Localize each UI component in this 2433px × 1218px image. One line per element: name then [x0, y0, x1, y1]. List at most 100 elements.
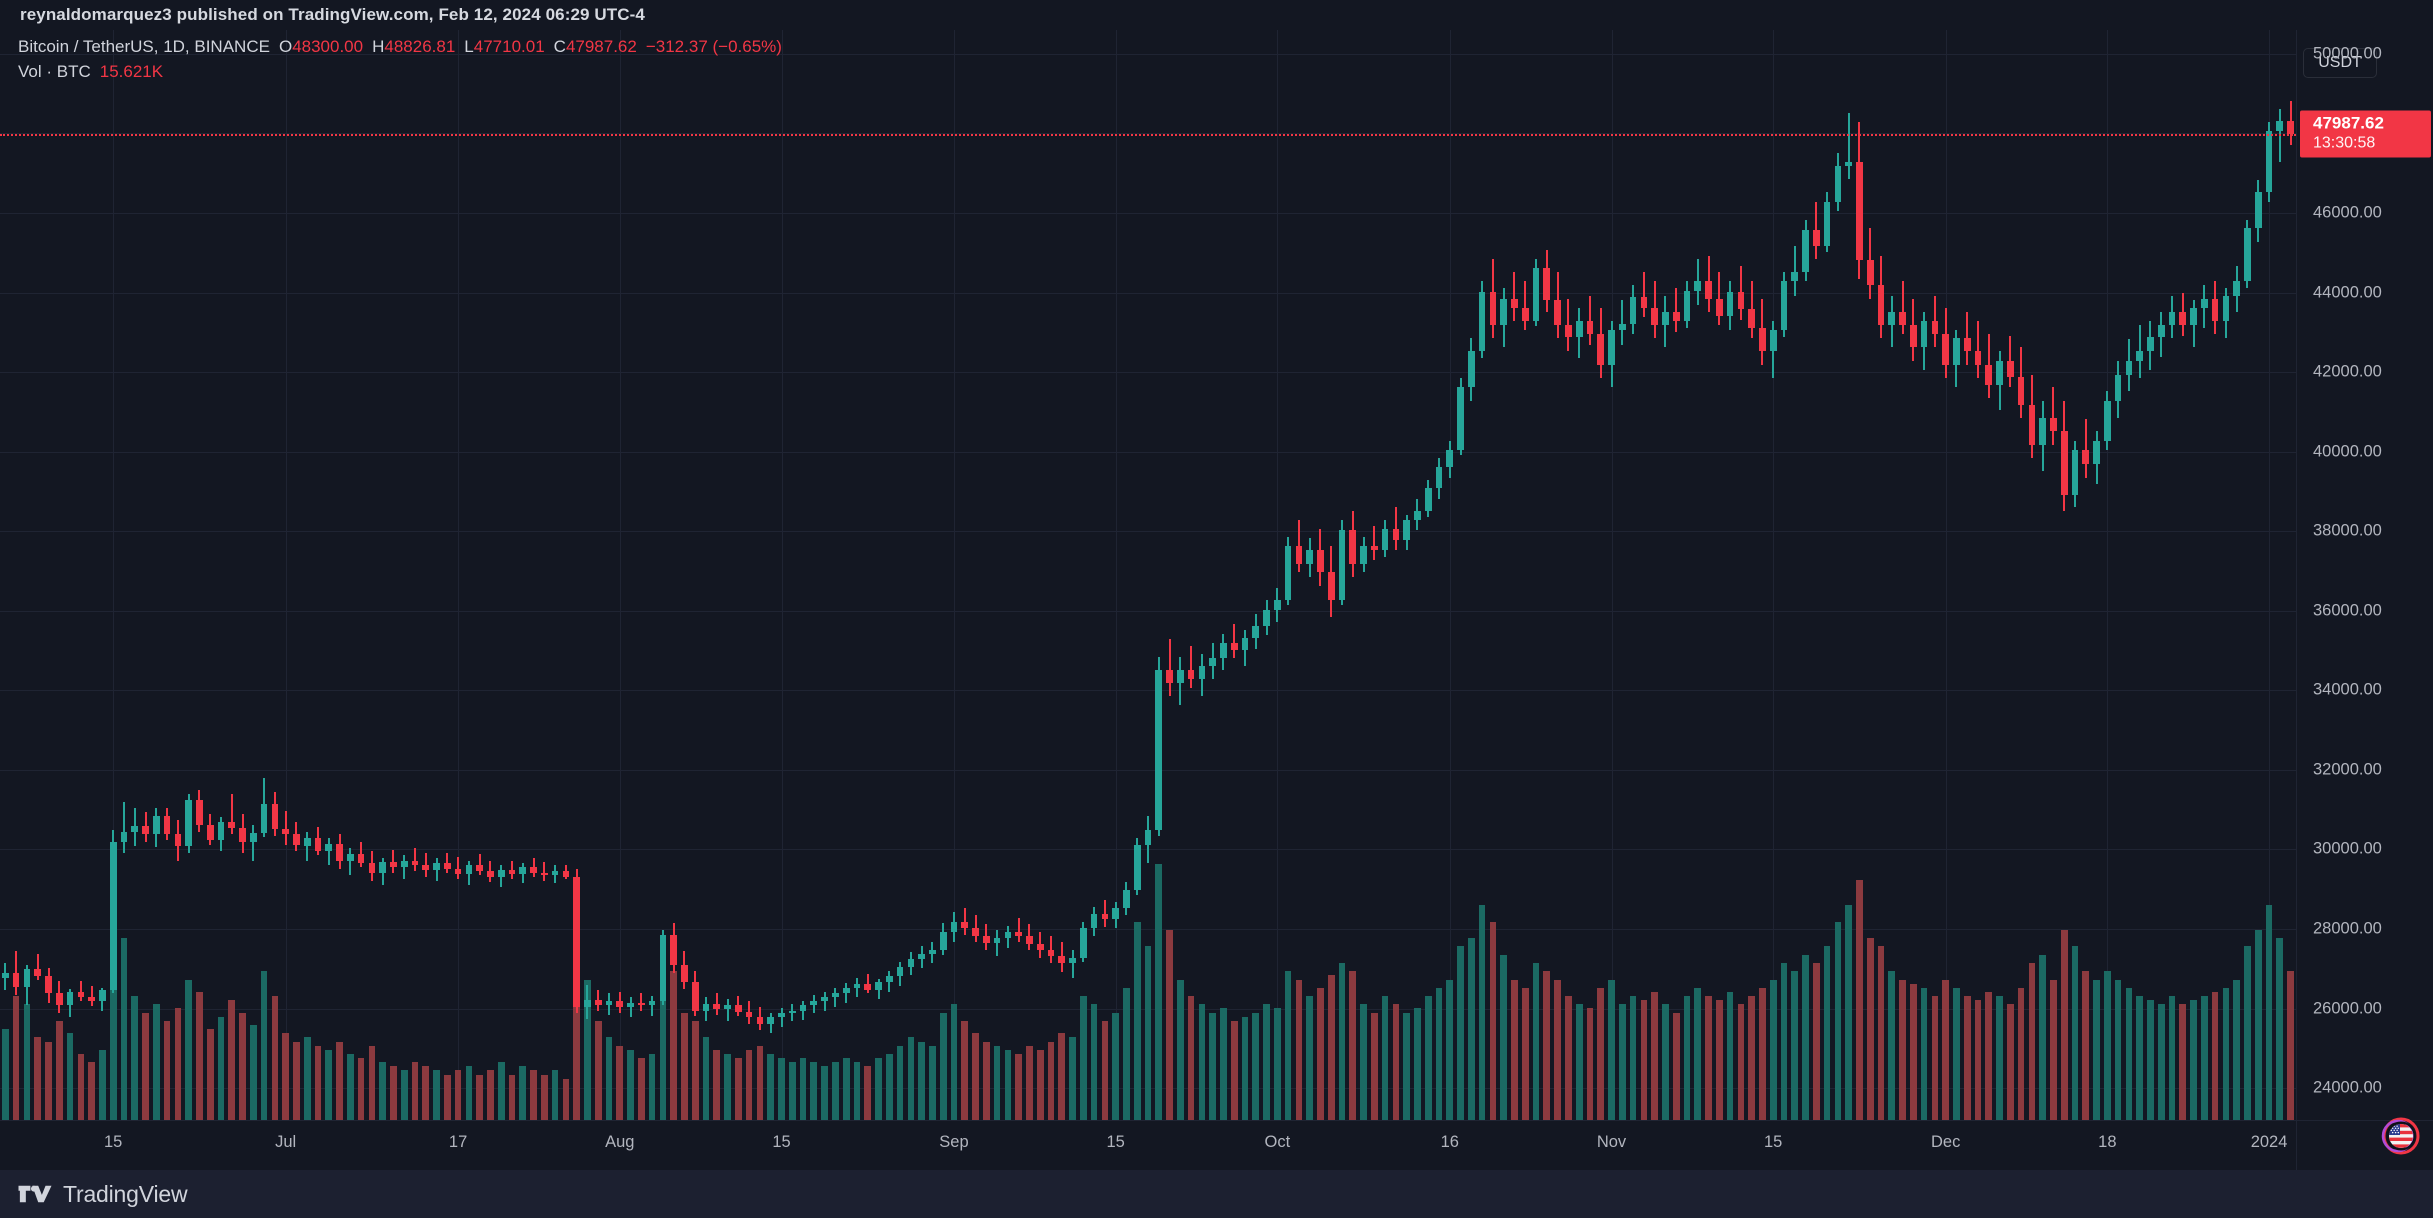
candle-body [217, 821, 225, 840]
candle-body [109, 842, 117, 990]
price-axis-tick: 24000.00 [2313, 1078, 2382, 1097]
candle-body [260, 803, 268, 833]
volume-bar [1812, 963, 1820, 1120]
volume-bar [1543, 971, 1551, 1120]
candle-body [885, 975, 893, 982]
candle-body [368, 863, 376, 873]
candle-body [487, 871, 494, 878]
currency-button[interactable]: USDT [2303, 48, 2377, 78]
candle-body [314, 838, 322, 852]
candle-body [1468, 351, 1475, 388]
candle-body [1166, 669, 1173, 684]
candle-body [2017, 376, 2025, 405]
candle-wick [306, 831, 309, 862]
volume-bar [2157, 1004, 2165, 1120]
volume-bar [1500, 954, 1508, 1120]
candle-body [907, 958, 915, 967]
candle-body [616, 1001, 624, 1007]
volume-bar [1511, 979, 1518, 1120]
candle-body [1608, 330, 1615, 365]
chart-plot-area[interactable] [0, 30, 2296, 1120]
candle-wick [1071, 949, 1074, 978]
volume-bar [88, 1062, 95, 1120]
gridline-horizontal [0, 610, 2296, 612]
candle-body [422, 865, 430, 871]
candle-body [411, 860, 419, 866]
volume-bar [713, 1049, 721, 1120]
volume-bar [55, 1020, 63, 1120]
candle-body [788, 1010, 796, 1014]
gridline-vertical [954, 30, 955, 1120]
volume-bar [1274, 1008, 1281, 1120]
candle-body [1996, 360, 2003, 385]
price-axis-tick: 50000.00 [2313, 44, 2382, 63]
candle-body [2, 972, 9, 978]
volume-bar [1392, 1004, 1400, 1120]
time-axis-tick: 15 [772, 1133, 791, 1151]
volume-bar [1090, 1004, 1098, 1120]
volume-bar [271, 996, 279, 1120]
volume-bar [1069, 1037, 1076, 1120]
candle-body [45, 975, 52, 994]
time-axis-tick: 15 [1106, 1133, 1125, 1151]
volume-bar [368, 1045, 376, 1120]
volume-bar [691, 1020, 699, 1120]
volume-bar [152, 1004, 160, 1120]
volume-bar [303, 1037, 311, 1120]
volume-bar [487, 1070, 494, 1120]
volume-bar [735, 1058, 742, 1120]
candle-body [1618, 323, 1626, 331]
price-axis[interactable]: USDT 50000.0048000.0046000.0044000.00420… [2296, 30, 2433, 1170]
candle-body [605, 1001, 613, 1005]
attribution-text: reynaldomarquez3 published on TradingVie… [20, 5, 645, 24]
candle-body [23, 968, 31, 987]
volume-bar [2136, 996, 2144, 1120]
candle-body [163, 815, 171, 835]
volume-bar [1101, 1020, 1109, 1120]
candle-wick [1567, 298, 1570, 352]
time-axis[interactable]: 15Jul17Aug15Sep15Oct16Nov15Dec18202415Fe… [0, 1120, 2433, 1171]
candle-body [875, 981, 882, 990]
candle-body [476, 864, 483, 872]
volume-bar [1823, 946, 1831, 1120]
gridline-vertical [113, 30, 114, 1120]
candle-body [88, 996, 95, 1001]
candle-body [1694, 281, 1702, 291]
volume-bar [594, 1020, 602, 1120]
chart-frame: Bitcoin / TetherUS, 1D, BINANCE O 48300.0… [0, 30, 2433, 1170]
candle-body [1209, 657, 1216, 666]
candle-wick [2084, 419, 2087, 478]
candle-body [2093, 440, 2100, 465]
volume-bar [638, 1058, 645, 1120]
gridline-horizontal [0, 372, 2296, 374]
candle-body [271, 803, 279, 829]
volume-bar [1306, 996, 1314, 1120]
volume-bar [2276, 938, 2284, 1120]
time-axis-tick: 17 [448, 1133, 468, 1151]
candle-body [1985, 364, 1993, 385]
candle-wick [2052, 387, 2055, 445]
volume-bar [2104, 971, 2111, 1120]
candle-body [993, 937, 1001, 943]
candle-body [778, 1013, 785, 1018]
candle-body [1069, 957, 1076, 963]
candle-body [1176, 669, 1184, 684]
volume-bar [2, 1029, 9, 1120]
candle-wick [230, 793, 233, 834]
candle-body [185, 799, 192, 847]
candle-body [454, 868, 462, 875]
volume-bar [1295, 979, 1303, 1120]
candle-body [465, 864, 473, 875]
volume-bar [1187, 996, 1195, 1120]
attribution-bar: reynaldomarquez3 published on TradingVie… [0, 0, 2433, 30]
candle-body [2007, 360, 2014, 377]
price-axis-tick: 46000.00 [2313, 203, 2382, 222]
volume-bar [1618, 1004, 1626, 1120]
candle-wick [1190, 645, 1193, 689]
volume-bar [260, 971, 268, 1120]
volume-bar [1284, 971, 1292, 1120]
candle-body [1360, 546, 1367, 564]
volume-bar [1672, 1012, 1680, 1120]
candle-body [400, 860, 408, 868]
volume-bar [411, 1062, 419, 1120]
